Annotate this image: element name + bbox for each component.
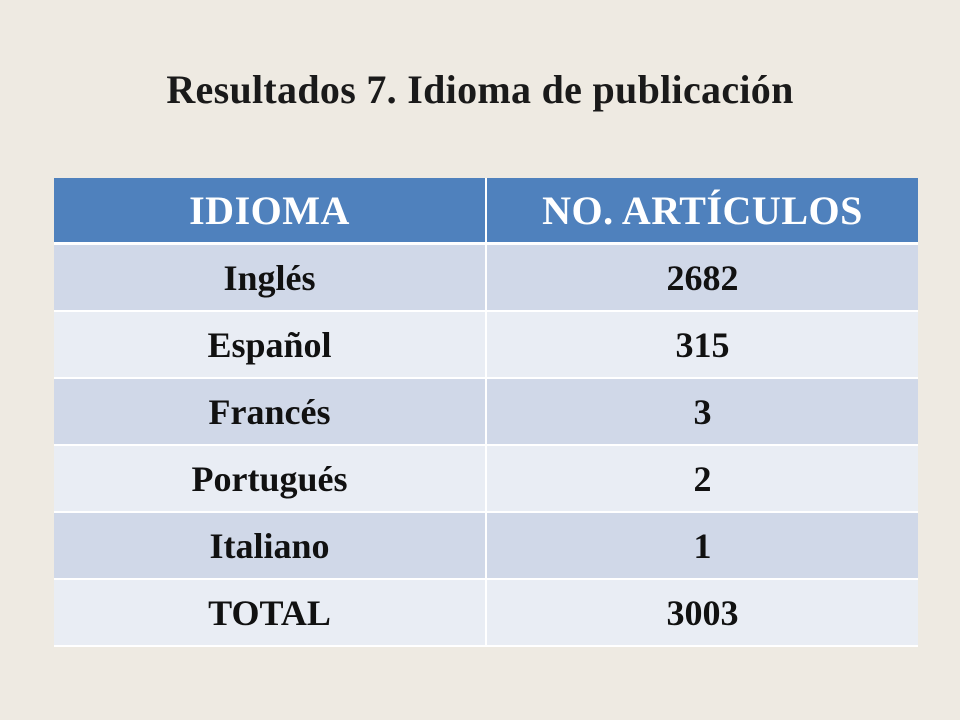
table-header-row: IDIOMA NO. ARTÍCULOS: [54, 178, 918, 245]
table-row: Italiano 1: [54, 512, 918, 580]
header-idioma: IDIOMA: [54, 178, 487, 245]
language-results-table: IDIOMA NO. ARTÍCULOS Inglés 2682 Español…: [54, 178, 918, 647]
table-row-total: TOTAL 3003: [54, 579, 918, 647]
cell-articulos: 2682: [486, 243, 918, 312]
cell-idioma: Italiano: [54, 512, 487, 580]
table-row: Portugués 2: [54, 445, 918, 513]
cell-articulos: 315: [486, 311, 918, 379]
slide-title: Resultados 7. Idioma de publicación: [166, 67, 794, 112]
cell-articulos-total: 3003: [486, 579, 918, 647]
results-table-container: IDIOMA NO. ARTÍCULOS Inglés 2682 Español…: [54, 178, 918, 647]
cell-idioma-total: TOTAL: [54, 579, 487, 647]
table-row: Francés 3: [54, 378, 918, 446]
header-no-articulos: NO. ARTÍCULOS: [486, 178, 918, 245]
table-row: Español 315: [54, 311, 918, 379]
cell-idioma: Inglés: [54, 243, 487, 312]
cell-idioma: Portugués: [54, 445, 487, 513]
cell-articulos: 2: [486, 445, 918, 513]
cell-articulos: 3: [486, 378, 918, 446]
cell-idioma: Francés: [54, 378, 487, 446]
cell-articulos: 1: [486, 512, 918, 580]
table-row: Inglés 2682: [54, 243, 918, 312]
cell-idioma: Español: [54, 311, 487, 379]
